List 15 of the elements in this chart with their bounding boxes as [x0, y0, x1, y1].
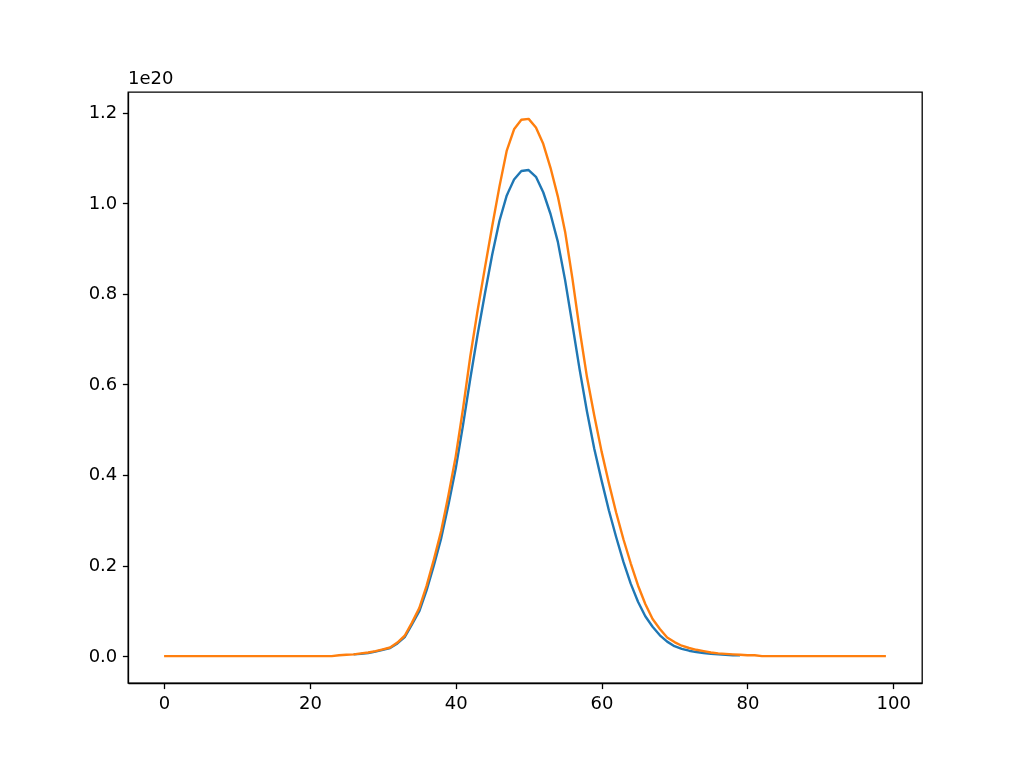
y-tick-label: 0.6: [88, 372, 118, 394]
x-tick-label: 20: [298, 691, 322, 713]
y-tick-label: 0.2: [88, 554, 118, 576]
y-tick-label: 0.0: [88, 644, 118, 666]
y-tick-label: 1.2: [88, 101, 118, 123]
y-tick-label: 0.8: [88, 282, 118, 304]
line-series: [162, 117, 888, 658]
text: 1e20: [128, 67, 174, 88]
x-tick-label: 100: [876, 691, 911, 713]
x-tick-label: 0: [158, 691, 171, 713]
x-tick-label: 60: [590, 691, 614, 713]
y-tick-label: 1.0: [88, 191, 118, 213]
x-tick-label: 80: [736, 691, 760, 713]
x-tick-label: 40: [444, 691, 468, 713]
y-tick-label: 0.4: [88, 463, 118, 485]
